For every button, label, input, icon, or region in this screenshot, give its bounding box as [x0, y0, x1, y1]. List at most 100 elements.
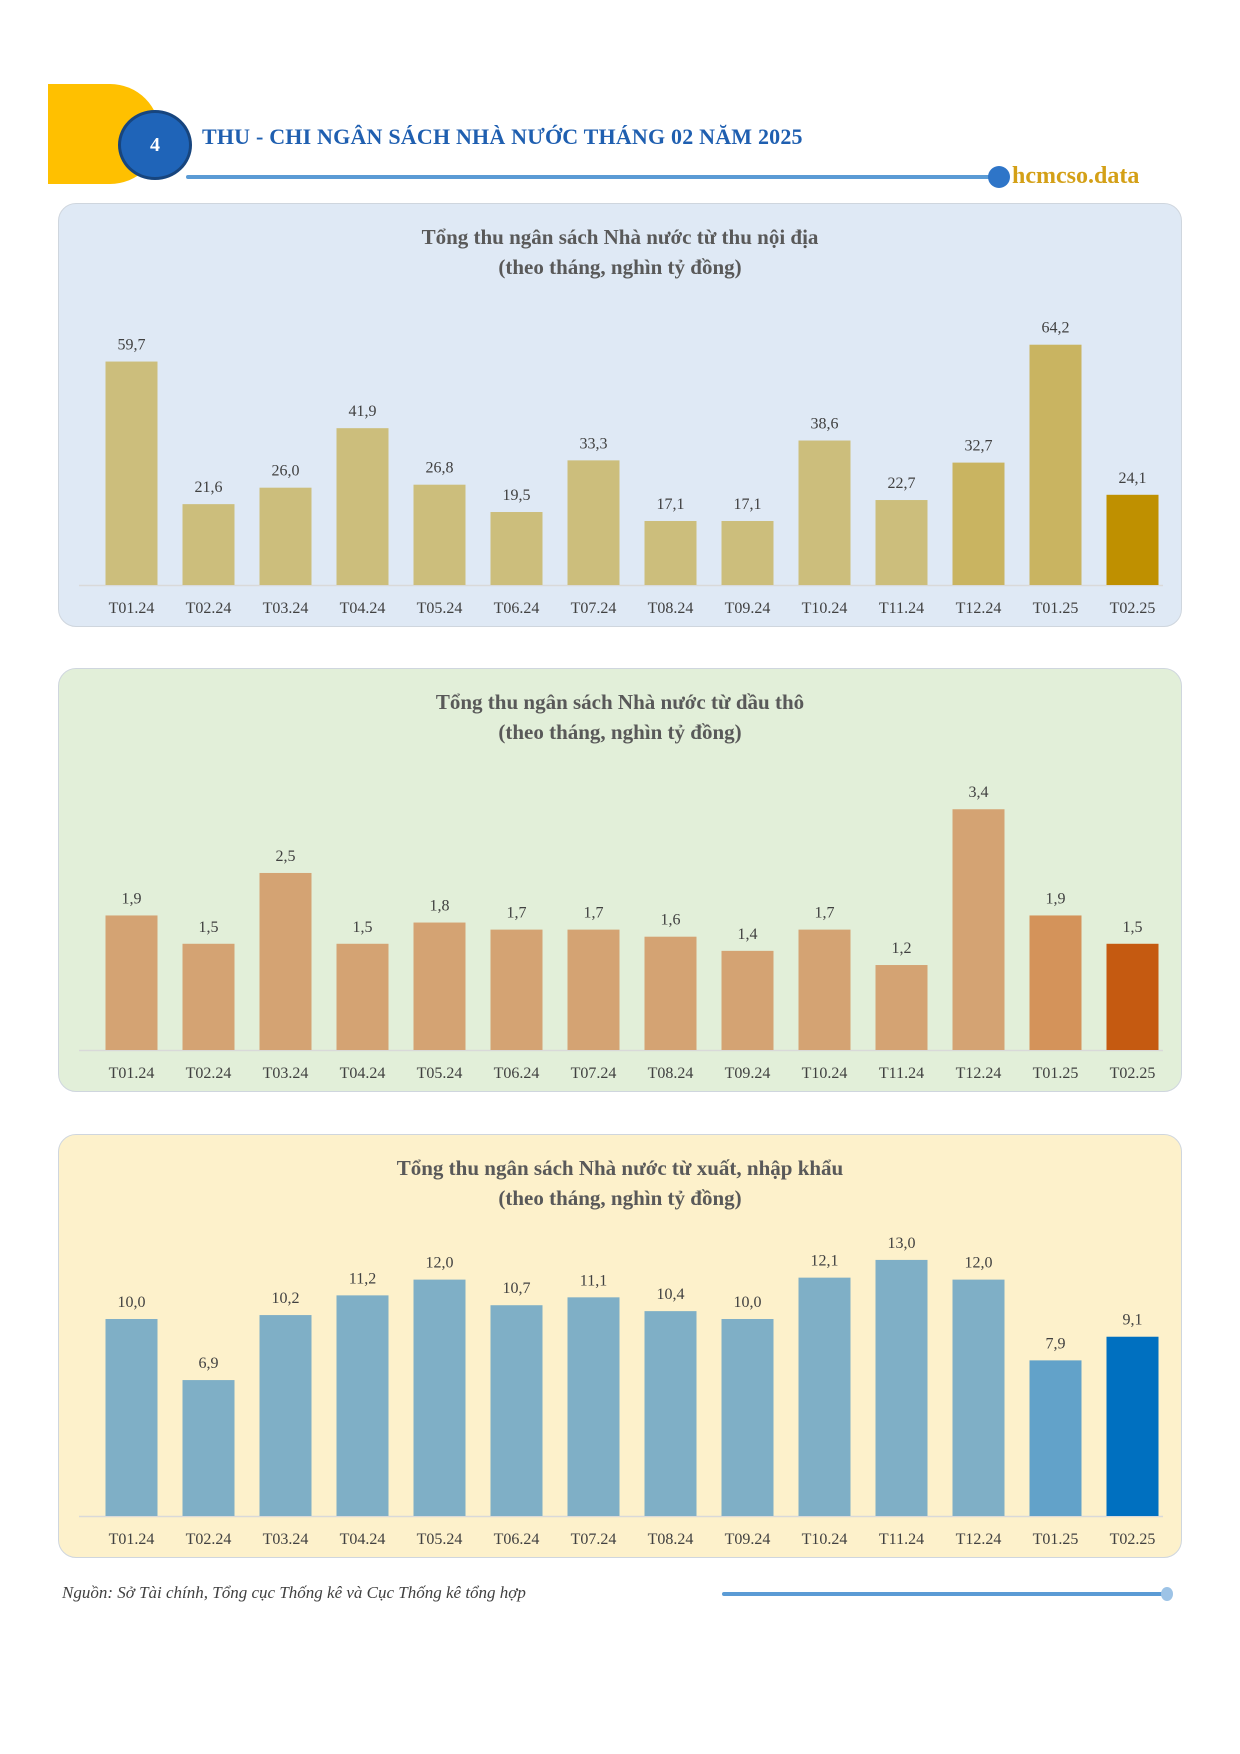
data-label: 59,7 — [118, 337, 146, 354]
chart-subtitle: (theo tháng, nghìn tỷ đồng) — [498, 255, 742, 279]
bar-T01.24 — [105, 361, 158, 585]
data-label: 1,4 — [738, 926, 758, 943]
data-label: 22,7 — [888, 475, 916, 492]
x-tick-label: T08.24 — [648, 600, 694, 617]
data-label: 10,7 — [503, 1280, 531, 1297]
x-tick-label: T11.24 — [879, 1065, 924, 1082]
x-tick-label: T04.24 — [340, 1065, 386, 1082]
x-tick-label: T03.24 — [263, 1065, 309, 1082]
data-label: 10,4 — [657, 1286, 685, 1303]
bar-T04.24 — [336, 1295, 389, 1516]
x-tick-label: T03.24 — [263, 1531, 309, 1548]
header-dot — [988, 166, 1010, 188]
data-label: 1,7 — [584, 905, 604, 922]
data-label: 1,5 — [353, 919, 373, 936]
x-tick-label: T09.24 — [725, 1531, 771, 1548]
data-label: 1,7 — [815, 905, 835, 922]
x-tick-label: T05.24 — [417, 1531, 463, 1548]
x-tick-label: T12.24 — [956, 1531, 1002, 1548]
chart-title-block: Tổng thu ngân sách Nhà nước từ dầu thô (… — [59, 687, 1181, 747]
data-label: 12,0 — [965, 1255, 993, 1272]
bar-T12.24 — [952, 809, 1005, 1050]
bar-T02.24 — [182, 943, 235, 1050]
chart-panel-import-export-revenue: Tổng thu ngân sách Nhà nước từ xuất, nhậ… — [58, 1134, 1182, 1558]
data-label: 11,1 — [580, 1272, 607, 1289]
footer-source: Nguồn: Sở Tài chính, Tổng cục Thống kê v… — [62, 1583, 526, 1602]
data-label: 41,9 — [349, 403, 377, 420]
x-tick-label: T02.25 — [1110, 1531, 1156, 1548]
bar-T06.24 — [490, 1305, 543, 1516]
x-tick-label: T12.24 — [956, 1065, 1002, 1082]
data-label: 2,5 — [276, 848, 296, 865]
bar-T10.24 — [798, 1277, 851, 1516]
bar-T05.24 — [413, 1279, 466, 1516]
bar-T02.25 — [1106, 494, 1159, 585]
chart-title: Tổng thu ngân sách Nhà nước từ thu nội đ… — [421, 225, 819, 249]
data-label: 12,1 — [811, 1253, 839, 1270]
bar-T12.24 — [952, 462, 1005, 585]
data-label: 21,6 — [195, 479, 223, 496]
bar-T02.25 — [1106, 1336, 1159, 1516]
bar-T03.24 — [259, 872, 312, 1050]
data-label: 1,9 — [1046, 890, 1066, 907]
footer-divider — [722, 1592, 1164, 1596]
bar-T08.24 — [644, 936, 697, 1050]
x-tick-label: T08.24 — [648, 1065, 694, 1082]
data-label: 6,9 — [199, 1355, 219, 1372]
chart-subtitle: (theo tháng, nghìn tỷ đồng) — [498, 720, 742, 744]
bar-T04.24 — [336, 943, 389, 1050]
data-label: 10,0 — [734, 1294, 762, 1311]
bar-T10.24 — [798, 440, 851, 585]
bar-chart-domestic-revenue: 59,7 T01.24 21,6 T02.24 26,0 T03.24 41,9 T04.24… — [79, 320, 1163, 617]
bar-T12.24 — [952, 1279, 1005, 1516]
x-tick-label: T04.24 — [340, 1531, 386, 1548]
page-title: THU - CHI NGÂN SÁCH NHÀ NƯỚC THÁNG 02 NĂ… — [202, 124, 803, 149]
bar-T05.24 — [413, 922, 466, 1050]
bar-T09.24 — [721, 1319, 774, 1516]
bar-T01.24 — [105, 915, 158, 1050]
data-label: 10,2 — [272, 1290, 300, 1307]
bar-T01.24 — [105, 1319, 158, 1516]
x-tick-label: T02.24 — [186, 1531, 232, 1548]
x-tick-label: T02.25 — [1110, 1065, 1156, 1082]
x-tick-label: T11.24 — [879, 600, 924, 617]
x-tick-label: T12.24 — [956, 600, 1002, 617]
bar-T07.24 — [567, 460, 620, 585]
chart-title: Tổng thu ngân sách Nhà nước từ dầu thô — [435, 690, 805, 714]
bar-chart-import-export-revenue: 10,0 T01.24 6,9 T02.24 10,2 T03.24 11,2 T04.24 1… — [79, 1235, 1163, 1548]
x-tick-label: T01.25 — [1033, 1531, 1079, 1548]
data-label: 11,2 — [349, 1270, 376, 1287]
bar-T01.25 — [1029, 915, 1082, 1050]
data-label: 19,5 — [503, 487, 531, 504]
x-tick-label: T01.24 — [109, 1531, 155, 1548]
data-label: 13,0 — [888, 1235, 916, 1252]
x-tick-label: T09.24 — [725, 1065, 771, 1082]
x-tick-label: T07.24 — [571, 1065, 617, 1082]
chart-subtitle: (theo tháng, nghìn tỷ đồng) — [498, 1186, 742, 1210]
data-label: 64,2 — [1042, 320, 1070, 337]
page-number-badge: 4 — [118, 110, 192, 180]
bar-T02.25 — [1106, 943, 1159, 1050]
data-label: 7,9 — [1046, 1335, 1066, 1352]
x-tick-label: T06.24 — [494, 600, 540, 617]
bar-T07.24 — [567, 929, 620, 1050]
bar-T01.25 — [1029, 344, 1082, 585]
bar-T01.25 — [1029, 1360, 1082, 1516]
bar-T08.24 — [644, 1311, 697, 1516]
brand-name: hcmcso.data — [1012, 163, 1140, 189]
x-tick-label: T05.24 — [417, 1065, 463, 1082]
x-tick-label: T08.24 — [648, 1531, 694, 1548]
x-tick-label: T07.24 — [571, 600, 617, 617]
data-label: 12,0 — [426, 1255, 454, 1272]
x-tick-label: T10.24 — [802, 600, 848, 617]
header-divider — [186, 175, 992, 179]
x-tick-label: T10.24 — [802, 1531, 848, 1548]
x-tick-label: T04.24 — [340, 600, 386, 617]
bar-chart-crude-oil-revenue: 1,9 T01.24 1,5 T02.24 2,5 T03.24 1,5 T04.24 1,8 T… — [79, 784, 1163, 1082]
data-label: 32,7 — [965, 438, 993, 455]
page-number: 4 — [150, 133, 160, 156]
x-tick-label: T09.24 — [725, 600, 771, 617]
x-tick-label: T05.24 — [417, 600, 463, 617]
x-tick-label: T02.25 — [1110, 600, 1156, 617]
x-tick-label: T06.24 — [494, 1531, 540, 1548]
